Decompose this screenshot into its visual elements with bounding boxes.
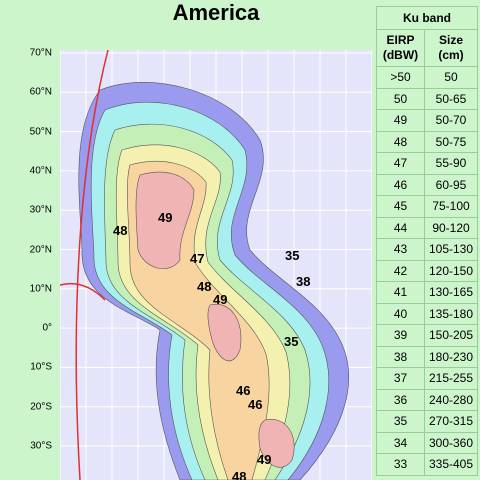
contour-label: 49	[257, 452, 271, 467]
table-row: 46 60-95	[376, 173, 478, 196]
eirp: 36	[376, 388, 425, 411]
latitude-label: 30°S	[30, 440, 52, 452]
table-row: 45 75-100	[376, 195, 478, 218]
dish-size: 90-120	[424, 216, 478, 239]
dish-size: 50-70	[424, 109, 478, 132]
latitude-label: 40°N	[29, 165, 52, 177]
latitude-label: 30°N	[29, 204, 52, 216]
contour-label: 48	[232, 469, 246, 480]
dish-size: 50	[424, 66, 478, 89]
contour-label: 49	[213, 292, 227, 307]
eirp: 33	[376, 453, 425, 476]
contour-label: 38	[296, 274, 310, 289]
latitude-axis: 70°N 60°N 50°N 40°N 30°N 20°N 10°N 0° 10°S 20°S 30…	[0, 0, 58, 480]
eirp: 47	[376, 152, 425, 175]
eirp: 45	[376, 195, 425, 218]
table-row: 49 50-70	[376, 109, 478, 132]
dish-size: 270-315	[424, 410, 478, 433]
eirp: 42	[376, 259, 425, 282]
table-row: 42 120-150	[376, 259, 478, 282]
eirp: 44	[376, 216, 425, 239]
latitude-label: 50°N	[29, 126, 52, 138]
latitude-label: 0°	[42, 322, 52, 334]
latitude-label: 20°S	[30, 401, 52, 413]
contour-label: 35	[284, 334, 298, 349]
table-row: 39 150-205	[376, 324, 478, 347]
header-line: (cm)	[438, 48, 464, 62]
dish-size: 300-360	[424, 431, 478, 454]
eirp: 46	[376, 173, 425, 196]
dish-size: 240-280	[424, 388, 478, 411]
contour-label: 46	[236, 383, 250, 398]
contour-label: 35	[285, 248, 299, 263]
contour-label: 48	[113, 223, 127, 238]
table-row: 40 135-180	[376, 302, 478, 325]
dish-size: 120-150	[424, 259, 478, 282]
table-row: 38 180-230	[376, 345, 478, 368]
dish-size: 150-205	[424, 324, 478, 347]
dish-size: 60-95	[424, 173, 478, 196]
dish-size: 130-165	[424, 281, 478, 304]
dish-size: 335-405	[424, 453, 478, 476]
dish-size: 215-255	[424, 367, 478, 390]
table-row: 48 50-75	[376, 130, 478, 153]
contour-label: 47	[190, 251, 204, 266]
eirp: 38	[376, 345, 425, 368]
header-line: (dBW)	[382, 48, 419, 62]
eirp: 48	[376, 130, 425, 153]
header-line: Size	[438, 33, 463, 47]
table-row: 41 130-165	[376, 281, 478, 304]
eirp: 41	[376, 281, 425, 304]
dish-size: 55-90	[424, 152, 478, 175]
dish-size: 75-100	[424, 195, 478, 218]
contour-label: 46	[248, 397, 262, 412]
table-row: 50 50-65	[376, 87, 478, 110]
eirp: 43	[376, 238, 425, 261]
table-row: 47 55-90	[376, 152, 478, 175]
table-row: 35 270-315	[376, 410, 478, 433]
eirp: 34	[376, 431, 425, 454]
table-row: 44 90-120	[376, 216, 478, 239]
column-header: EIRP (dBW)	[376, 29, 425, 67]
eirp: 49	[376, 109, 425, 132]
header-line: EIRP	[386, 33, 415, 47]
latitude-label: 10°S	[30, 361, 52, 373]
dish-size: 50-65	[424, 87, 478, 110]
latitude-label: 20°N	[29, 244, 52, 255]
contour-label: 49	[158, 210, 172, 225]
title: America	[172, 0, 260, 25]
coverage-edge	[60, 283, 106, 301]
latitude-label: 10°N	[29, 283, 52, 295]
eirp: 40	[376, 302, 425, 325]
table-row: 36 240-280	[376, 388, 478, 411]
dish-size: 180-230	[424, 345, 478, 368]
column-header: Size (cm)	[424, 29, 478, 67]
eirp: 50	[376, 87, 425, 110]
table-row: 34 300-360	[376, 431, 478, 454]
eirp: 39	[376, 324, 425, 347]
contour-label: 48	[197, 279, 211, 294]
dish-size: 105-130	[424, 238, 478, 261]
eirp-table: Ku band EIRP (dBW) Size (cm) >50 50 50 50-65 49…	[376, 6, 478, 476]
eirp: >50	[376, 66, 425, 89]
latitude-label: 60°N	[29, 86, 52, 98]
eirp: 37	[376, 367, 425, 390]
latitude-label: 70°N	[29, 47, 52, 59]
eirp: 35	[376, 410, 425, 433]
table-row: 43 105-130	[376, 238, 478, 261]
table-row: 37 215-255	[376, 367, 478, 390]
dish-size: 135-180	[424, 302, 478, 325]
footprint	[78, 82, 349, 480]
table-row: 33 335-405	[376, 453, 478, 476]
table-title: Ku band	[376, 6, 478, 30]
coverage-edge	[75, 50, 109, 480]
table-row: >50 50	[376, 66, 478, 89]
dish-size: 50-75	[424, 130, 478, 153]
